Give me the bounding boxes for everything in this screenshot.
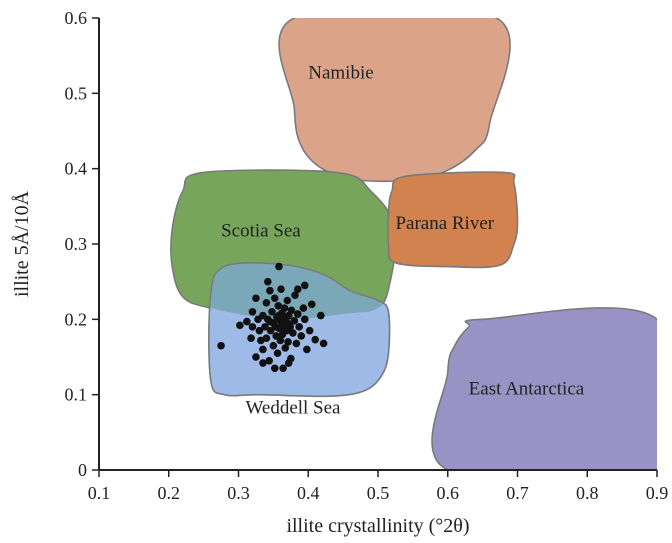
- data-point: [259, 359, 267, 367]
- data-point: [279, 364, 287, 373]
- data-point: [261, 323, 269, 331]
- data-point: [303, 345, 311, 354]
- x-axis-label: illite crystallinity (°2θ): [286, 515, 469, 537]
- data-point: [255, 326, 264, 335]
- x-tick-label: 0.6: [437, 483, 460, 503]
- data-point: [290, 317, 299, 325]
- y-tick-label: 0.2: [65, 309, 88, 329]
- region-label-east-antarctica: East Antarctica: [469, 379, 585, 400]
- data-point: [252, 294, 260, 303]
- data-point: [268, 308, 276, 316]
- data-point: [311, 335, 320, 344]
- y-tick-label: 0.6: [65, 8, 88, 28]
- data-point: [273, 349, 282, 358]
- data-point: [271, 323, 280, 331]
- data-point: [317, 311, 325, 320]
- data-point: [284, 359, 293, 367]
- x-tick-label: 0.8: [576, 483, 599, 503]
- data-point: [319, 339, 328, 348]
- data-point: [293, 285, 302, 294]
- data-point: [279, 314, 287, 322]
- data-point: [270, 364, 279, 373]
- data-point: [297, 332, 306, 340]
- data-point: [263, 277, 272, 286]
- data-point: [248, 323, 257, 331]
- data-point: [274, 301, 283, 310]
- x-tick-label: 0.2: [158, 483, 181, 503]
- y-tick-label: 0.4: [65, 159, 88, 179]
- data-point: [300, 315, 309, 324]
- region-overlap-outline: [208, 262, 391, 397]
- region-parana-river: [387, 171, 519, 269]
- data-point: [283, 296, 292, 305]
- region-label-parana-river: Parana River: [395, 213, 494, 234]
- y-tick-label: 0.1: [65, 385, 88, 405]
- data-point: [289, 329, 297, 337]
- data-point: [248, 308, 257, 316]
- data-point: [295, 323, 303, 331]
- y-tick-label: 0.3: [65, 234, 88, 254]
- x-tick-label: 0.7: [506, 483, 529, 503]
- x-tick-label: 0.9: [646, 483, 669, 503]
- data-point: [305, 326, 314, 335]
- x-tick-label: 0.1: [88, 483, 111, 503]
- x-tick-label: 0.3: [227, 483, 250, 503]
- data-point: [276, 336, 285, 345]
- data-point: [247, 334, 255, 342]
- data-point: [293, 310, 302, 318]
- data-point: [300, 281, 309, 290]
- data-point: [291, 291, 299, 300]
- region-label-namibie: Namibie: [308, 62, 373, 83]
- data-point: [266, 286, 274, 295]
- data-point: [281, 344, 290, 352]
- data-point: [307, 300, 316, 309]
- data-point: [275, 262, 283, 271]
- data-point: [217, 341, 225, 350]
- region-label-scotia-sea: Scotia Sea: [221, 220, 301, 241]
- data-point: [265, 356, 273, 365]
- data-point: [262, 334, 271, 342]
- data-point: [266, 317, 274, 326]
- data-point: [254, 315, 262, 324]
- region-east-antarctica: [431, 307, 657, 470]
- data-point: [262, 298, 271, 307]
- data-point: [299, 304, 308, 312]
- data-point: [277, 285, 285, 294]
- data-point: [259, 345, 267, 354]
- data-point: [292, 339, 301, 348]
- data-point: [280, 304, 289, 312]
- x-tick-label: 0.5: [367, 483, 390, 503]
- data-point: [283, 319, 292, 327]
- data-point: [252, 353, 260, 361]
- region-label-weddell-sea: Weddell Sea: [245, 398, 341, 419]
- y-tick-label: 0: [78, 460, 87, 480]
- data-point: [236, 321, 244, 330]
- data-point: [269, 341, 278, 350]
- data-point: [243, 317, 251, 326]
- data-point: [270, 294, 279, 303]
- data-point: [287, 306, 296, 315]
- y-tick-label: 0.5: [65, 83, 88, 103]
- x-tick-label: 0.4: [297, 483, 320, 503]
- y-axis-label: illite 5Å/10Å: [11, 190, 33, 297]
- data-point: [284, 338, 292, 346]
